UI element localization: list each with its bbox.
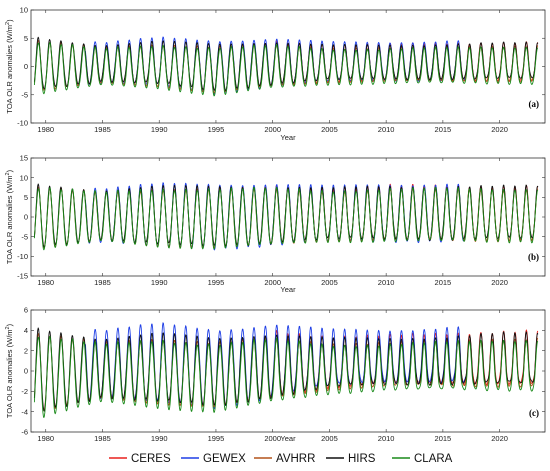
x-tick-label: 2005 [321,278,338,287]
x-tick-label: 1980 [37,434,54,443]
y-tick-label: 0 [24,367,28,376]
chart-panel-1: -10 -5 0 5 10 1980 1985 1990 1995 2000 2005 2010 201… [5,6,546,142]
series-line-clara [33,186,539,251]
panel-label: (c) [529,408,539,418]
y-tick-label: 0 [24,213,28,222]
plot-frame [30,309,546,433]
x-tick-label: 2010 [378,125,395,134]
x-tick-label: 2000 [264,278,281,287]
x-tick-label: 1985 [94,434,111,443]
chart-panel-3: -6 -4 -2 0 2 4 6 1980 1985 1990 1995 2000 2005 2010 20… [5,306,546,443]
chart-panel-2: -15 -10 -5 0 5 10 15 1980 1985 1990 1995 2000 2005 20… [5,154,546,294]
x-tick-label: 1990 [151,434,168,443]
x-axis-title: Year [280,285,296,294]
y-axis-title-main: TOA OLR anomalies (W/m [5,25,14,114]
y-axis-title-tail: ) [5,169,14,172]
x-tick-label: 1990 [151,278,168,287]
x-tick-label: 2020 [491,125,508,134]
x-tick-label: 2010 [378,278,395,287]
legend-item-hirs: HIRS [326,453,376,465]
legend-label: CERES [131,453,171,465]
panel-label: (b) [528,252,539,262]
x-axis-title: Year [280,133,296,142]
x-tick-label: 1980 [37,278,54,287]
y-axis-title-tail: ) [5,323,14,326]
x-tick-label: 1995 [208,434,225,443]
y-axis-title: TOA OLR anomalies (W/m2) [5,169,14,264]
x-tick-label: 2010 [378,434,395,443]
x-tick-label: 1995 [208,125,225,134]
series-line-clara [33,42,539,97]
y-tick-label: 10 [20,173,28,182]
y-tick-label: -10 [17,119,28,128]
y-tick-label: 5 [24,34,28,43]
series-line-clara [33,335,539,419]
x-tick-label: 2015 [435,278,452,287]
legend-label: GEWEX [203,453,246,465]
y-tick-label: -5 [21,232,28,241]
legend-item-avhrr: AVHRR [254,453,315,465]
y-tick-label: 4 [24,326,28,335]
y-axis-title: TOA OLR anomalies (W/m2) [5,323,14,418]
y-tick-label: -2 [21,387,28,396]
y-tick-label: -4 [21,407,28,416]
x-tick-label: 2020 [491,434,508,443]
legend: CERES GEWEX AVHRR HIRS CLARA [109,453,453,465]
x-tick-label: 1990 [151,125,168,134]
y-tick-label: 10 [20,6,28,15]
y-tick-label: -5 [21,90,28,99]
y-tick-label: 0 [24,62,28,71]
legend-label: AVHRR [276,453,315,465]
x-tick-label: 2000 [264,434,281,443]
y-axis-title-sup: 2 [5,22,11,25]
series-group [33,182,539,251]
y-axis-title-main: TOA OLR anomalies (W/m [5,329,14,418]
x-tick-label: 2015 [435,125,452,134]
x-tick-label: 1995 [208,278,225,287]
plot-frame [30,9,546,124]
y-axis-title-sup: 2 [5,172,11,175]
series-group [33,36,539,97]
y-tick-label: 5 [24,193,28,202]
y-axis-title-sup: 2 [5,326,11,329]
x-tick-label: 2020 [491,278,508,287]
series-line-hirs [33,327,539,412]
x-tick-label: 2000 [264,125,281,134]
legend-item-gewex: GEWEX [181,453,246,465]
series-line-avhrr [33,39,539,94]
y-tick-label: 2 [24,346,28,355]
x-axis-title: Year [280,434,296,443]
y-tick-label: -15 [17,272,28,281]
panel-label: (a) [529,99,540,109]
legend-label: HIRS [348,453,376,465]
y-tick-label: -6 [21,428,28,437]
x-tick-label: 1985 [94,125,111,134]
y-axis-title-main: TOA OLR anomalies (W/m [5,175,14,264]
x-tick-label: 2005 [321,434,338,443]
y-axis-title-tail: ) [5,19,14,22]
x-tick-label: 2015 [435,434,452,443]
plot-frame [30,157,546,277]
y-tick-label: 6 [24,306,28,315]
y-tick-label: -10 [17,252,28,261]
y-tick-label: 15 [20,154,28,163]
x-tick-label: 2005 [321,125,338,134]
legend-item-ceres: CERES [109,453,171,465]
legend-label: CLARA [414,453,453,465]
series-group [33,322,539,419]
y-axis-title: TOA OLR anomalies (W/m2) [5,19,14,114]
legend-item-clara: CLARA [392,453,453,465]
x-tick-label: 1985 [94,278,111,287]
x-tick-label: 1980 [37,125,54,134]
